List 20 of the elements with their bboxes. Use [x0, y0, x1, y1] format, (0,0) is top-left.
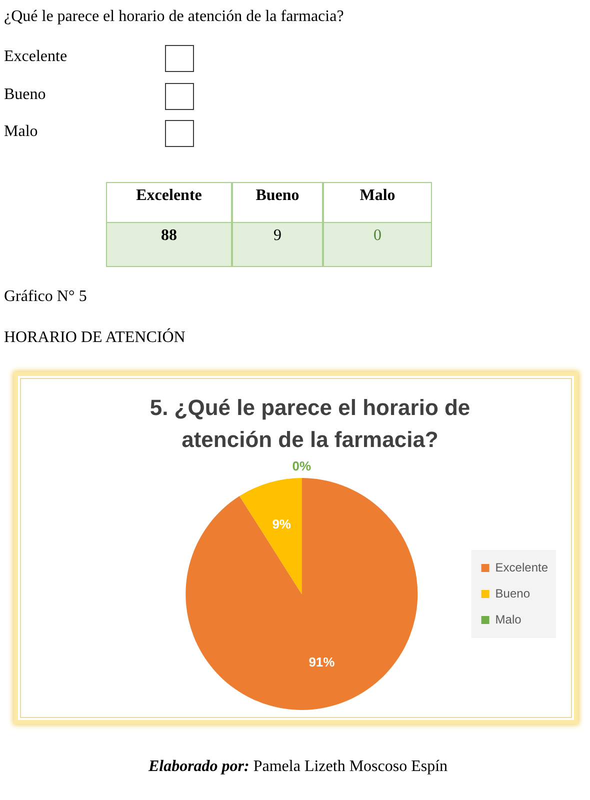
- category-label: Malo: [4, 123, 38, 140]
- category-label: Bueno: [256, 187, 300, 204]
- text: Gráfico N° 5: [4, 288, 87, 305]
- text: Elaborado por: Pamela Lizeth Moscoso Espín: [148, 758, 448, 775]
- text: 0%: [292, 458, 312, 474]
- data-label: 9: [232, 223, 323, 267]
- legend-label: Bueno: [495, 586, 530, 600]
- data-label: 0: [323, 223, 432, 267]
- category-label: Bueno: [4, 86, 46, 102]
- data-label: 91%: [308, 654, 336, 670]
- category-label: Malo: [360, 187, 396, 204]
- text: HORARIO DE ATENCIÓN: [4, 329, 186, 346]
- category-label: Excelente: [4, 48, 68, 65]
- category-label: Excelente: [136, 187, 202, 204]
- legend-label: Malo: [495, 612, 522, 626]
- legend-label: Excelente: [495, 560, 548, 574]
- data-label: 9%: [272, 516, 292, 532]
- data-label: 88: [106, 223, 232, 267]
- chart-title: 5. ¿Qué le parece el horario de atención de la farmacia?: [150, 395, 470, 452]
- text: ¿Qué le parece el horario de atención de la farmacia?: [4, 8, 344, 25]
